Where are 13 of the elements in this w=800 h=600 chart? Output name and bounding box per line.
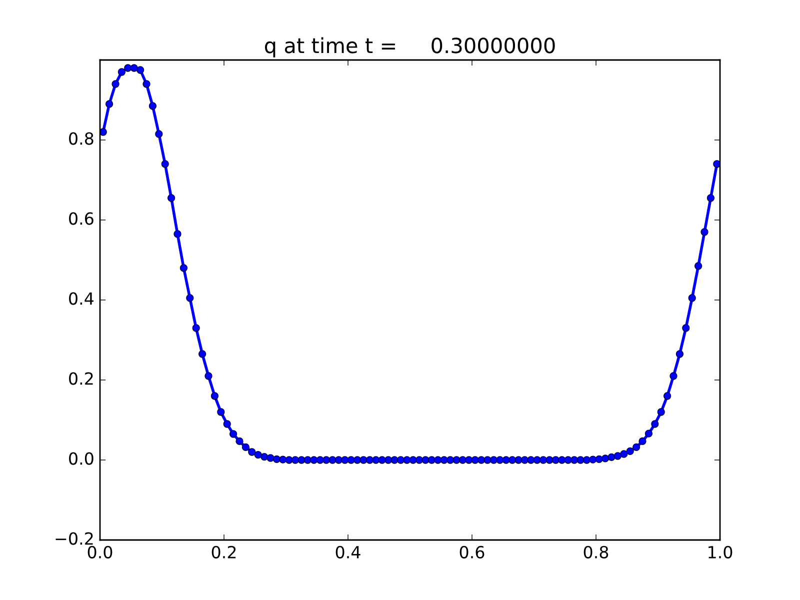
chart-title: q at time t = 0.30000000: [264, 37, 555, 58]
y-tick-label: 0.6: [69, 212, 94, 225]
y-tick-label: −0.2: [56, 532, 93, 545]
x-tick-label: 0.6: [460, 546, 484, 558]
x-tick-label: 0.8: [584, 546, 608, 558]
x-tick-label: 1.0: [708, 546, 732, 558]
y-tick-label: 0.0: [69, 452, 94, 465]
y-tick-label: 0.4: [69, 292, 94, 305]
x-tick-label: 0.4: [336, 546, 360, 558]
x-tick-label: 0.0: [88, 546, 112, 558]
y-tick-label: 0.2: [69, 372, 93, 385]
x-tick-label: 0.2: [212, 546, 236, 558]
y-tick-label: 0.8: [69, 132, 94, 145]
